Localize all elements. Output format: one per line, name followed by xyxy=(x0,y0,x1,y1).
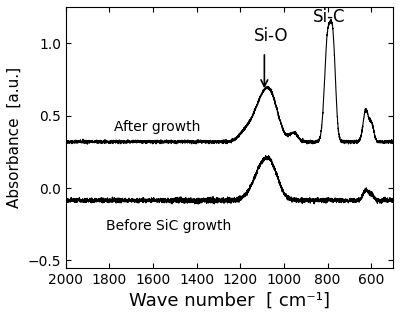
Y-axis label: Absorbance  [a.u.]: Absorbance [a.u.] xyxy=(7,67,22,208)
Text: Si-C: Si-C xyxy=(313,8,345,26)
X-axis label: Wave number  [ cm⁻¹]: Wave number [ cm⁻¹] xyxy=(129,292,330,310)
Text: Before SiC growth: Before SiC growth xyxy=(106,219,231,233)
Text: After growth: After growth xyxy=(114,120,201,134)
Text: Si-O: Si-O xyxy=(254,27,288,45)
